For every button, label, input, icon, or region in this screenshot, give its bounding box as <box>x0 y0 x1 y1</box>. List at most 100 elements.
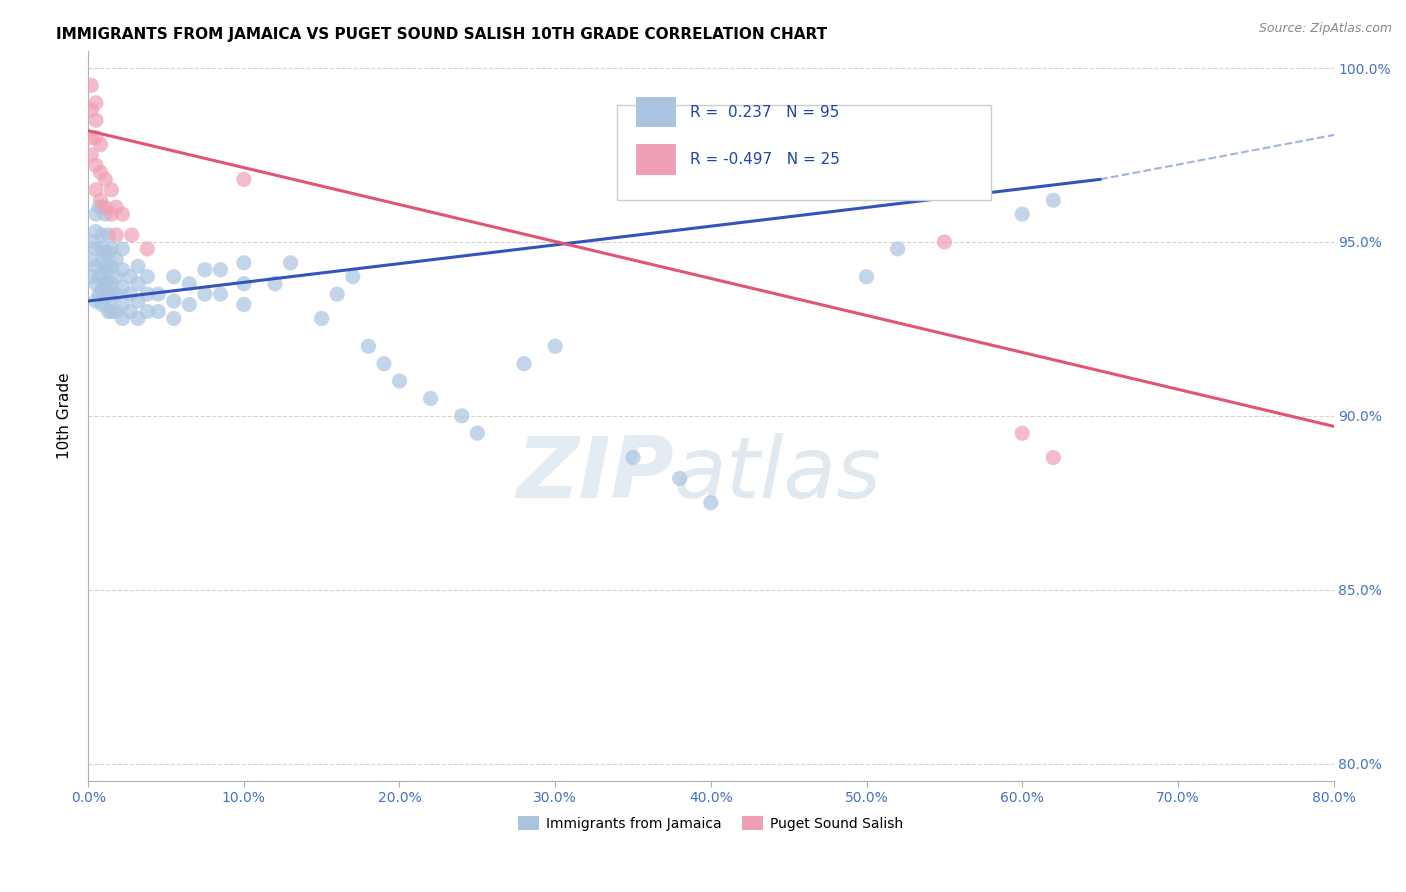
Point <box>90 193 112 207</box>
Point <box>100 304 122 318</box>
Point <box>94 207 117 221</box>
Point <box>120 287 142 301</box>
Point <box>97 245 120 260</box>
Point <box>111 297 134 311</box>
Point <box>100 260 122 274</box>
Legend: Immigrants from Jamaica, Puget Sound Salish: Immigrants from Jamaica, Puget Sound Sal… <box>513 810 908 836</box>
Point <box>163 269 186 284</box>
Point <box>668 471 690 485</box>
Point <box>136 304 159 318</box>
Point <box>465 426 488 441</box>
Point <box>97 227 120 242</box>
Point <box>91 242 114 256</box>
Point <box>855 269 877 284</box>
Point <box>84 294 107 309</box>
Point <box>1042 450 1064 465</box>
Point <box>94 291 117 305</box>
Point <box>232 277 254 291</box>
Point <box>84 113 107 128</box>
Point <box>105 227 128 242</box>
Point <box>111 242 134 256</box>
Text: R =  0.237   N = 95: R = 0.237 N = 95 <box>690 104 839 120</box>
Point <box>163 294 186 309</box>
Point <box>90 165 112 179</box>
Y-axis label: 10th Grade: 10th Grade <box>58 373 72 459</box>
Point <box>100 207 122 221</box>
Point <box>419 392 441 406</box>
Point <box>136 269 159 284</box>
Point <box>513 357 536 371</box>
Bar <box>636 145 676 175</box>
Point <box>120 269 142 284</box>
Point <box>84 225 107 239</box>
Point <box>105 252 128 267</box>
Point <box>97 287 120 301</box>
Point <box>326 287 349 301</box>
Point <box>94 260 117 274</box>
Point <box>91 256 114 270</box>
Point <box>97 304 120 318</box>
Point <box>80 148 103 162</box>
Point <box>232 256 254 270</box>
Point <box>342 269 364 284</box>
Point <box>136 242 159 256</box>
Point <box>280 256 302 270</box>
Point <box>127 260 149 274</box>
Point <box>87 287 110 301</box>
Point <box>100 277 122 291</box>
Point <box>1011 426 1033 441</box>
Text: ZIP: ZIP <box>516 433 673 516</box>
Point <box>450 409 472 423</box>
Point <box>87 269 110 284</box>
Point <box>544 339 567 353</box>
Point <box>179 277 201 291</box>
Point <box>97 277 120 291</box>
Point <box>87 200 110 214</box>
Point <box>194 287 217 301</box>
Point <box>80 78 103 93</box>
Point <box>94 277 117 291</box>
Point <box>90 137 112 152</box>
Point <box>100 242 122 256</box>
Point <box>163 311 186 326</box>
Point <box>80 103 103 117</box>
Point <box>100 183 122 197</box>
Text: atlas: atlas <box>673 433 882 516</box>
Point <box>84 207 107 221</box>
Point <box>209 287 232 301</box>
Point <box>105 269 128 284</box>
Point <box>82 235 104 249</box>
Point <box>373 357 395 371</box>
Point <box>94 172 117 186</box>
Point <box>127 294 149 309</box>
Point <box>105 304 128 318</box>
Point <box>934 235 956 249</box>
Point <box>91 269 114 284</box>
Point <box>111 311 134 326</box>
Point <box>111 262 134 277</box>
Text: R = -0.497   N = 25: R = -0.497 N = 25 <box>690 152 839 167</box>
Point <box>84 130 107 145</box>
Point <box>80 269 103 284</box>
Point <box>194 262 217 277</box>
Text: Source: ZipAtlas.com: Source: ZipAtlas.com <box>1258 22 1392 36</box>
Point <box>100 291 122 305</box>
Point <box>84 242 107 256</box>
Point <box>127 277 149 291</box>
Point <box>84 95 107 110</box>
Point <box>179 297 201 311</box>
Point <box>148 287 170 301</box>
Bar <box>636 96 676 128</box>
Point <box>886 242 908 256</box>
Point <box>80 252 103 267</box>
Point <box>84 277 107 291</box>
Point <box>80 130 103 145</box>
Point <box>91 297 114 311</box>
Point <box>232 297 254 311</box>
Point <box>127 311 149 326</box>
FancyBboxPatch shape <box>617 105 991 201</box>
Point <box>357 339 380 353</box>
Point <box>148 304 170 318</box>
Point <box>84 260 107 274</box>
Point <box>209 262 232 277</box>
